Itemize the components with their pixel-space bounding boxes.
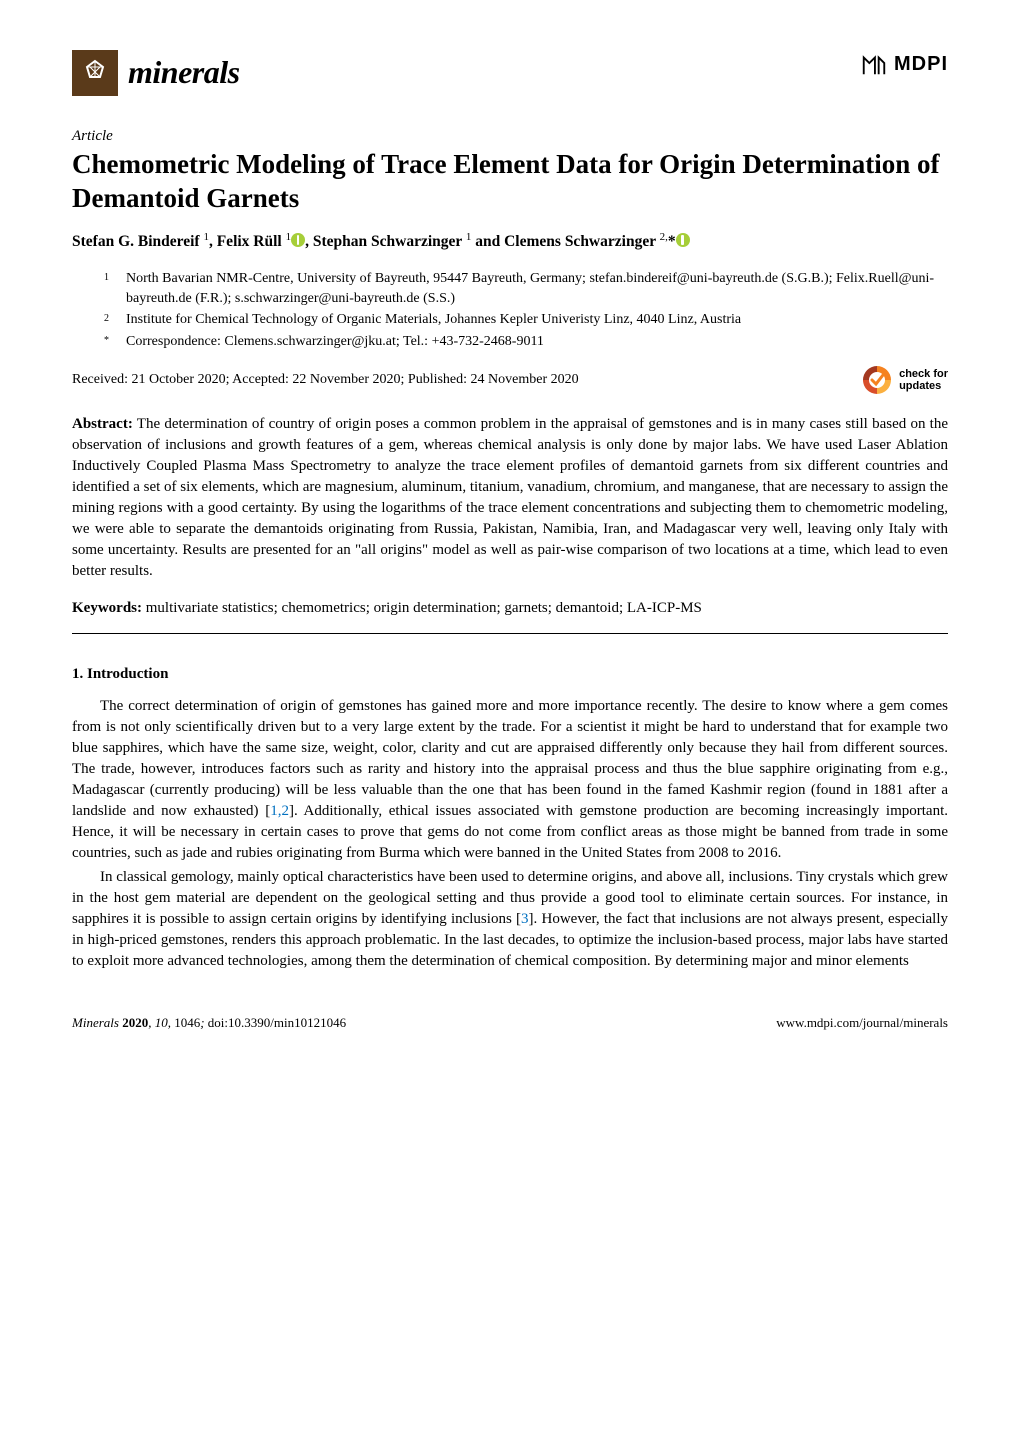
abstract-label: Abstract: [72,416,133,432]
journal-logo: minerals [72,50,240,96]
header-row: minerals MDPI [72,50,948,96]
check-updates-badge[interactable]: check for updates [861,364,948,396]
publisher-logo: MDPI [860,50,948,78]
affiliations: 1 North Bavarian NMR-Centre, University o… [72,269,948,352]
check-updates-line2: updates [899,380,948,392]
section-divider [72,633,948,634]
affiliation-text: Correspondence: Clemens.schwarzinger@jku… [126,332,544,352]
keywords-label: Keywords: [72,600,142,616]
abstract-text: The determination of country of origin p… [72,416,948,579]
check-updates-line1: check for [899,368,948,380]
affiliation-marker: 2 [104,310,114,330]
keywords-text: multivariate statistics; chemometrics; o… [146,600,702,616]
intro-paragraph-2: In classical gemology, mainly optical ch… [72,867,948,972]
publication-dates: Received: 21 October 2020; Accepted: 22 … [72,371,579,390]
orcid-icon [291,233,305,247]
author-list: Stefan G. Bindereif 1, Felix Rüll 1, Ste… [72,230,948,253]
mdpi-icon [860,50,888,78]
check-updates-icon [861,364,893,396]
affiliation-row: 1 North Bavarian NMR-Centre, University o… [104,269,948,310]
article-title: Chemometric Modeling of Trace Element Da… [72,148,948,216]
affiliation-row: * Correspondence: Clemens.schwarzinger@jk… [104,332,948,352]
footer-url[interactable]: www.mdpi.com/journal/minerals [776,1014,948,1032]
journal-logo-icon [72,50,118,96]
affiliation-row: 2 Institute for Chemical Technology of Or… [104,310,948,330]
article-type: Article [72,126,948,146]
journal-name: minerals [128,51,240,94]
intro-paragraph-1: The correct determination of origin of g… [72,696,948,864]
affiliation-text: North Bavarian NMR-Centre, University of… [126,269,948,310]
affiliation-marker: 1 [104,269,114,310]
keywords: Keywords: multivariate statistics; chemo… [72,598,948,619]
affiliation-marker: * [104,332,114,352]
publisher-text: MDPI [894,51,948,78]
footer-citation: Minerals 2020, 10, 1046; doi:10.3390/min… [72,1014,346,1032]
section-1-heading: 1. Introduction [72,664,948,684]
dates-row: Received: 21 October 2020; Accepted: 22 … [72,364,948,396]
citation-link[interactable]: 3 [521,911,529,927]
citation-link[interactable]: 1,2 [270,803,289,819]
page-footer: Minerals 2020, 10, 1046; doi:10.3390/min… [72,1014,948,1032]
orcid-icon [676,233,690,247]
affiliation-text: Institute for Chemical Technology of Org… [126,310,741,330]
abstract: Abstract: The determination of country o… [72,414,948,582]
